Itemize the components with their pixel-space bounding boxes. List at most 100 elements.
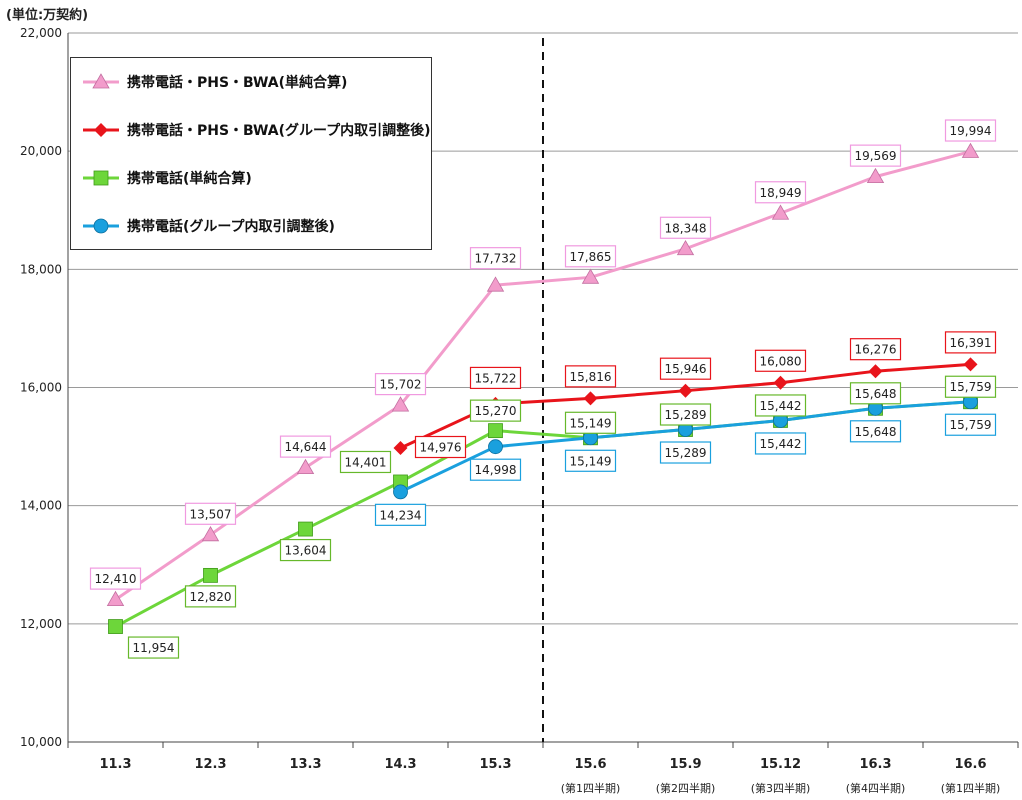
legend-item-series-3: 携帯電話(単純合算): [81, 168, 252, 188]
x-sub-label: (第1四半期): [561, 781, 621, 795]
y-tick-label: 22,000: [20, 26, 62, 40]
data-point-marker: [488, 439, 503, 455]
x-sub-label: (第2四半期): [656, 781, 716, 795]
data-label-box: [564, 245, 617, 268]
data-label: 19,994: [950, 124, 992, 138]
x-tick-label: 15.3: [479, 757, 511, 772]
axes: 10,000 12,000 14,000 16,000 18,000 20,000 22,0…: [20, 26, 1019, 795]
data-label: 12,820: [190, 590, 232, 604]
data-label-box: [849, 382, 902, 405]
data-label-box: [414, 435, 467, 459]
data-label-box: [469, 247, 522, 270]
data-label-box: [754, 181, 807, 204]
data-label: 15,759: [950, 418, 992, 432]
data-label-box: [659, 216, 712, 239]
y-tick-label: 12,000: [20, 617, 62, 631]
data-point-marker: [866, 167, 885, 184]
data-point-marker: [298, 521, 313, 537]
data-point-marker: [581, 268, 600, 284]
data-label: 15,289: [665, 446, 707, 460]
x-tick-label: 16.6: [954, 757, 986, 772]
unit-label: (単位:万契約): [6, 8, 89, 23]
legend-swatch-marker: [93, 218, 109, 234]
data-label-box: [754, 349, 807, 372]
data-label-box: [564, 411, 617, 434]
legend-swatch-marker: [94, 123, 108, 137]
data-label: 15,759: [950, 380, 992, 394]
x-tick-label: 11.3: [99, 757, 131, 772]
legend-item-series-4: 携帯電話(グループ内取引調整後): [81, 216, 335, 236]
data-label-box: [659, 403, 712, 426]
y-tick-label: 14,000: [20, 499, 62, 513]
data-label: 16,391: [950, 336, 992, 350]
data-point-marker: [296, 458, 315, 475]
x-tick-label: 16.3: [859, 757, 891, 772]
data-label: 15,442: [760, 399, 802, 413]
y-tick-label: 18,000: [20, 262, 62, 276]
data-label: 17,865: [570, 250, 612, 264]
x-tick-label: 14.3: [384, 757, 416, 772]
data-label: 14,976: [420, 441, 462, 455]
legend-swatch-square-icon: [83, 170, 119, 186]
data-label: 18,348: [665, 221, 707, 235]
x-sub-label: (第3四半期): [751, 781, 811, 795]
data-label-box: [849, 338, 902, 361]
data-label: 15,270: [475, 404, 517, 418]
data-label-box: [469, 366, 522, 390]
data-point-marker: [678, 383, 693, 398]
data-label-box: [127, 636, 180, 659]
data-label-box: [849, 420, 902, 443]
legend-label: 携帯電話・PHS・BWA(グループ内取引調整後): [127, 123, 431, 139]
x-tick-label: 12.3: [194, 757, 226, 772]
legend-swatch-triangle-icon: [83, 73, 119, 89]
data-label-box: [944, 413, 997, 436]
data-labels: 12,410 13,507 14,644 15,702 17,732 17,865 18,3…: [89, 119, 997, 659]
data-point-marker: [106, 590, 125, 607]
data-label-box: [659, 357, 712, 380]
data-point-marker: [961, 142, 980, 158]
y-tick-label: 16,000: [20, 381, 62, 395]
data-point-marker: [771, 204, 790, 220]
data-label: 15,149: [570, 454, 612, 468]
legend-swatch-circle-icon: [83, 218, 119, 234]
data-label-box: [564, 365, 617, 388]
data-label-box: [944, 375, 997, 398]
legend-label: 携帯電話(単純合算): [127, 171, 252, 187]
y-tick-label: 20,000: [20, 144, 62, 158]
x-tick-label: 13.3: [289, 757, 321, 772]
data-point-marker: [583, 391, 598, 406]
data-label-box: [469, 458, 522, 481]
x-tick-label: 15.12: [760, 757, 801, 772]
data-label: 15,702: [380, 378, 422, 392]
legend-label: 携帯電話・PHS・BWA(単純合算): [127, 75, 348, 91]
legend-swatch-marker: [93, 170, 109, 186]
data-label: 14,998: [475, 463, 517, 477]
data-label: 15,442: [760, 437, 802, 451]
data-label-box: [944, 331, 997, 354]
data-label-box: [89, 567, 142, 590]
data-point-marker: [393, 441, 408, 456]
data-label: 15,648: [855, 425, 897, 439]
data-label-box: [469, 399, 522, 422]
data-label: 14,644: [285, 440, 327, 454]
data-label: 13,604: [285, 544, 327, 558]
data-label: 15,946: [665, 362, 707, 376]
data-label: 13,507: [190, 507, 232, 521]
data-label-box: [849, 144, 902, 167]
data-label-box: [279, 538, 332, 562]
data-label-box: [374, 503, 427, 526]
data-label-box: [184, 585, 237, 608]
data-point-marker: [488, 423, 503, 439]
x-sub-label: (第1四半期): [941, 781, 1001, 795]
data-label: 14,401: [345, 455, 387, 469]
data-label: 16,276: [855, 343, 897, 357]
data-label: 14,234: [380, 508, 422, 522]
data-label: 16,080: [760, 354, 802, 368]
legend-label: 携帯電話(グループ内取引調整後): [127, 219, 335, 235]
legend-item-series-2: 携帯電話・PHS・BWA(グループ内取引調整後): [81, 120, 431, 140]
data-point-marker: [868, 364, 883, 379]
data-point-marker: [108, 619, 123, 634]
y-tick-label: 10,000: [20, 735, 62, 749]
data-label-box: [659, 441, 712, 464]
